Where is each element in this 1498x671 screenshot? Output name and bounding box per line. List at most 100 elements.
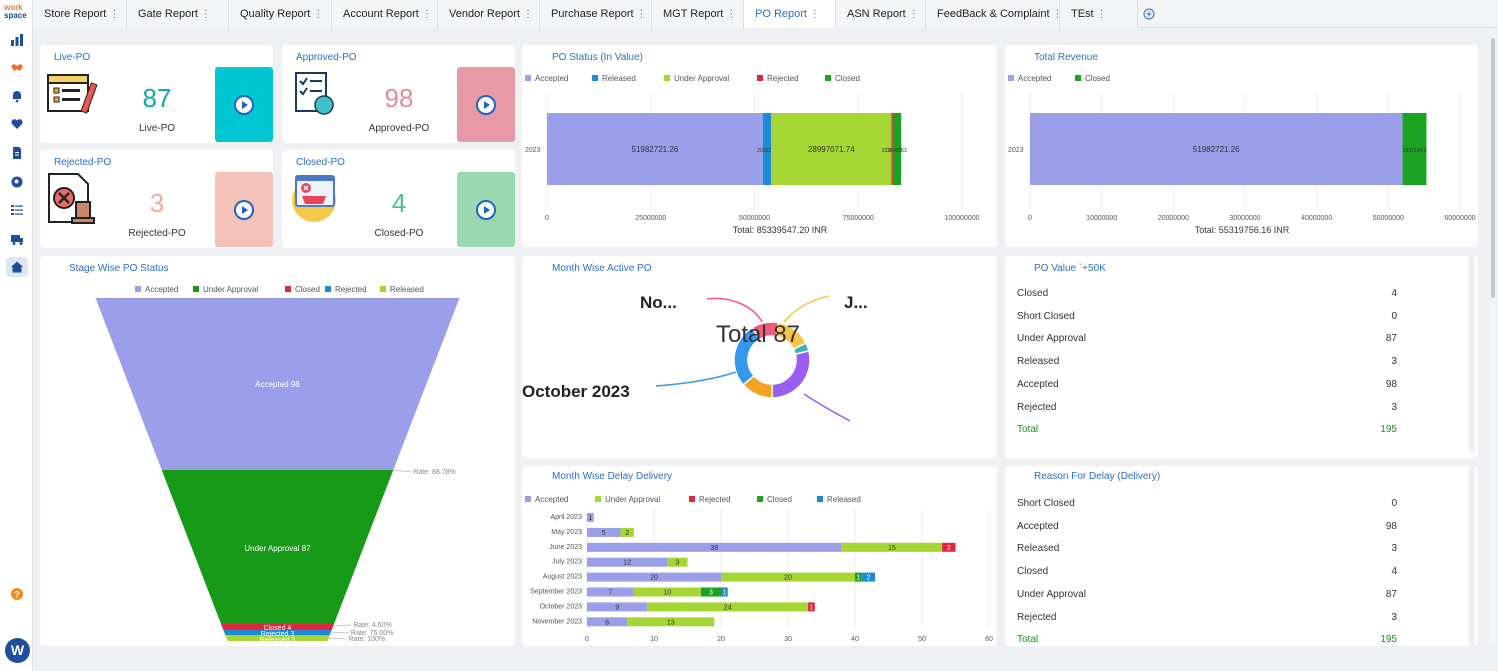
bar-closed[interactable]: [892, 113, 902, 185]
card-title: PO Status (In Value): [552, 52, 643, 63]
document-icon[interactable]: [6, 143, 28, 163]
tab-menu-icon[interactable]: ⋮: [421, 9, 432, 20]
bar-under-approval[interactable]: [771, 113, 892, 185]
heart-icon[interactable]: [6, 114, 28, 134]
legend-swatch: [817, 496, 823, 502]
row-label: Under Approval: [1017, 588, 1086, 600]
delay-reason-card: Reason For Delay (Delivery) Short Closed…: [1005, 466, 1478, 646]
tab-account-report[interactable]: Account Report ⋮: [332, 0, 438, 28]
card-title: Rejected-PO: [54, 157, 112, 168]
tab-menu-icon[interactable]: ⋮: [109, 9, 120, 20]
bell-icon[interactable]: [6, 86, 28, 106]
tab-mgt-report[interactable]: MGT Report ⋮: [652, 0, 744, 28]
table-row: Released 3: [1017, 356, 1397, 378]
search-doc-icon[interactable]: [6, 172, 28, 192]
bar-segment[interactable]: [587, 542, 842, 552]
tab-po-report[interactable]: PO Report ⋮: [744, 0, 836, 28]
bar-segment[interactable]: [942, 542, 956, 552]
bar-segment[interactable]: [841, 542, 943, 552]
tab-menu-icon[interactable]: ⋮: [1052, 9, 1063, 20]
bar-segment[interactable]: [855, 572, 862, 582]
add-tab-icon[interactable]: [1138, 0, 1160, 28]
row-label: Accepted: [1017, 378, 1059, 390]
home-icon[interactable]: [6, 257, 28, 277]
bar-segment[interactable]: [587, 513, 594, 522]
tab-menu-icon[interactable]: ⋮: [1096, 9, 1107, 20]
bar-segment[interactable]: [620, 527, 634, 537]
bar-segment[interactable]: [633, 587, 701, 597]
live-po-view-button[interactable]: [215, 67, 273, 142]
tab-asn-report[interactable]: ASN Report ⋮: [836, 0, 926, 28]
bar-segment[interactable]: [587, 617, 628, 627]
x-tick-label: 40: [851, 636, 859, 643]
funnel-rejected[interactable]: [223, 630, 332, 635]
rejected-po-view-button[interactable]: [215, 172, 273, 247]
tab-menu-icon[interactable]: ⋮: [636, 9, 647, 20]
handshake-icon[interactable]: [6, 58, 28, 78]
app-logo[interactable]: work space: [4, 3, 27, 20]
data-label: 12: [623, 560, 631, 567]
bar-segment[interactable]: [721, 587, 728, 597]
funnel-under-approval[interactable]: [161, 470, 394, 624]
tab-vendor-report[interactable]: Vendor Report ⋮: [438, 0, 540, 28]
donut-slice[interactable]: [733, 326, 761, 386]
legend-label: Rejected: [699, 495, 731, 504]
tab-menu-icon[interactable]: ⋮: [908, 9, 919, 20]
table-row: Short Closed 0: [1017, 311, 1397, 333]
tab-quality-report[interactable]: Quality Report ⋮: [229, 0, 332, 28]
tab-menu-icon[interactable]: ⋮: [726, 9, 737, 20]
tab-menu-icon[interactable]: ⋮: [313, 9, 324, 20]
bar-segment[interactable]: [587, 527, 621, 537]
bar-segment[interactable]: [627, 617, 715, 627]
tab-feedback-complaint[interactable]: FeedBack & Complaint ⋮: [926, 0, 1063, 28]
closed-po-view-button[interactable]: [457, 172, 515, 247]
legend-label: Closed: [295, 285, 320, 294]
scrollbar[interactable]: [1469, 256, 1475, 452]
scroll-thumb[interactable]: [1491, 38, 1495, 298]
bar-chart-icon[interactable]: [6, 30, 28, 50]
funnel-accepted[interactable]: [95, 298, 460, 470]
tab-gate-report[interactable]: Gate Report ⋮: [127, 0, 229, 28]
bar-segment[interactable]: [861, 572, 876, 582]
bar-segment[interactable]: [808, 602, 815, 612]
donut-slice[interactable]: [771, 349, 811, 399]
table-row: Rejected 3: [1017, 402, 1397, 424]
bar-accepted[interactable]: [1030, 113, 1403, 185]
checklist-icon[interactable]: [6, 200, 28, 220]
card-title: PO Value `+50K: [1034, 263, 1106, 274]
bar-released[interactable]: [762, 113, 772, 185]
tab-menu-icon[interactable]: ⋮: [200, 9, 211, 20]
legend-label: Released: [390, 285, 424, 294]
kpi-value: 4: [391, 188, 407, 218]
bar-segment[interactable]: [667, 557, 688, 567]
funnel-closed[interactable]: [221, 624, 334, 630]
bar-segment[interactable]: [647, 602, 809, 612]
y-tick-label: 2023: [525, 147, 541, 154]
approved-po-view-button[interactable]: [457, 67, 515, 142]
funnel-released[interactable]: [225, 635, 330, 641]
bar-closed[interactable]: [1402, 113, 1427, 185]
help-icon[interactable]: ?: [6, 584, 28, 604]
bar-accepted[interactable]: [547, 113, 763, 185]
bar-segment[interactable]: [587, 587, 634, 597]
avatar[interactable]: W: [5, 638, 30, 663]
bar-segment[interactable]: [587, 557, 668, 567]
bar-segment[interactable]: [587, 602, 648, 612]
bar-segment[interactable]: [721, 572, 855, 582]
tab-menu-icon[interactable]: ⋮: [809, 9, 820, 20]
tab-label: ASN Report: [847, 8, 906, 20]
bar-segment[interactable]: [700, 587, 721, 597]
bar-rejected[interactable]: [891, 113, 893, 185]
tab-purchase-report[interactable]: Purchase Report ⋮: [540, 0, 652, 28]
tab-test[interactable]: TEst ⋮: [1060, 0, 1138, 28]
page-scrollbar[interactable]: [1490, 30, 1496, 642]
x-tick-label: 100000000: [944, 215, 979, 222]
tab-menu-icon[interactable]: ⋮: [522, 9, 533, 20]
delivery-icon[interactable]: [6, 229, 28, 249]
scrollbar[interactable]: [1469, 466, 1475, 646]
tab-store-report[interactable]: Store Report ⋮: [33, 0, 127, 28]
month-delay-chart: Accepted Under Approval Rejected Closed Rele…: [525, 495, 993, 643]
donut-leader: [783, 295, 831, 323]
row-value: 3: [1391, 611, 1397, 623]
bar-segment[interactable]: [587, 572, 721, 582]
